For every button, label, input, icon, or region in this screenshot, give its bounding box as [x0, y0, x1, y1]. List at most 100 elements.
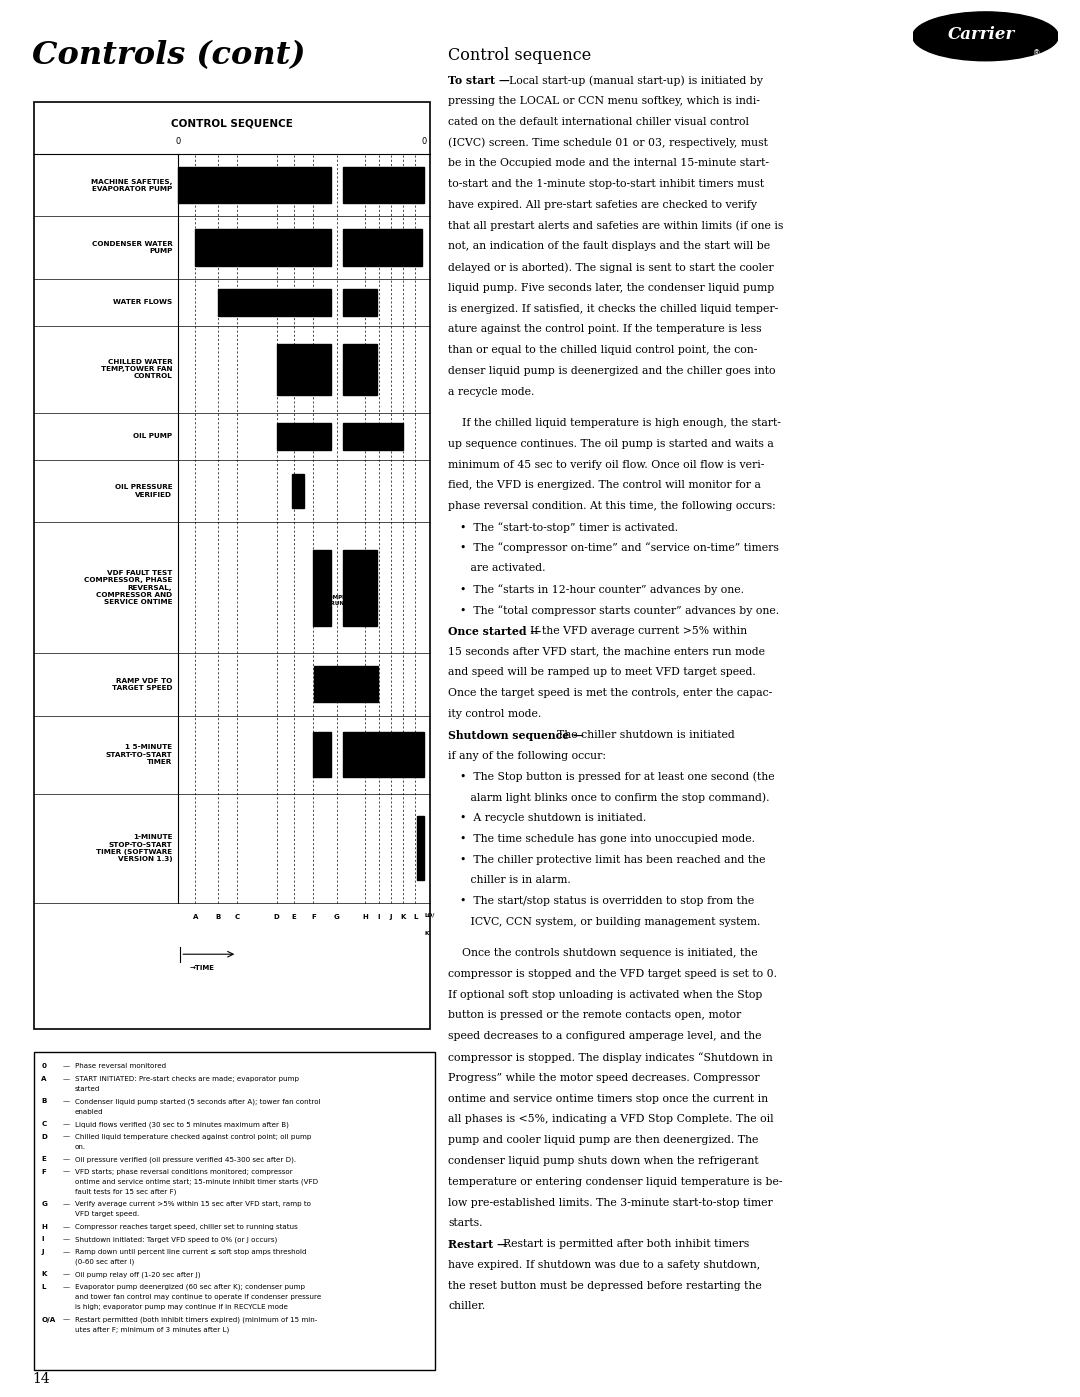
Text: CONDENSER WATER
PUMP: CONDENSER WATER PUMP	[92, 240, 173, 254]
Text: a recycle mode.: a recycle mode.	[448, 387, 535, 397]
Text: •  The “total compressor starts counter” advances by one.: • The “total compressor starts counter” …	[460, 605, 780, 616]
Text: •  The “start-to-stop” timer is activated.: • The “start-to-stop” timer is activated…	[460, 522, 678, 532]
Text: ity control mode.: ity control mode.	[448, 710, 541, 719]
Text: B: B	[41, 1098, 46, 1105]
Text: speed decreases to a configured amperage level, and the: speed decreases to a configured amperage…	[448, 1031, 761, 1041]
Bar	[343, 423, 403, 450]
Bar	[343, 732, 424, 777]
Bar	[313, 732, 330, 777]
Text: G: G	[334, 914, 339, 921]
Bar	[343, 344, 377, 394]
Text: 1 5-MINUTE
START-TO-START
TIMER: 1 5-MINUTE START-TO-START TIMER	[106, 745, 173, 764]
Text: →TIME: →TIME	[189, 965, 215, 971]
Text: Once started —: Once started —	[448, 626, 541, 637]
Text: CHILLED WATER
TEMP,TOWER FAN
CONTROL: CHILLED WATER TEMP,TOWER FAN CONTROL	[100, 359, 173, 380]
Text: Ramp down until percent line current ≤ soft stop amps threshold: Ramp down until percent line current ≤ s…	[75, 1249, 307, 1255]
Text: fied, the VFD is energized. The control will monitor for a: fied, the VFD is energized. The control …	[448, 481, 761, 490]
Bar	[314, 666, 378, 703]
Text: K: K	[41, 1271, 46, 1277]
Text: —: —	[63, 1284, 70, 1289]
Text: pump and cooler liquid pump are then deenergized. The: pump and cooler liquid pump are then dee…	[448, 1136, 758, 1146]
Text: G: G	[41, 1201, 48, 1207]
Text: L: L	[414, 914, 418, 921]
Text: If the chilled liquid temperature is high enough, the start-: If the chilled liquid temperature is hig…	[448, 418, 781, 427]
Ellipse shape	[913, 13, 1058, 60]
Text: enabled: enabled	[75, 1108, 104, 1115]
Text: minimum of 45 sec to verify oil flow. Once oil flow is veri-: minimum of 45 sec to verify oil flow. On…	[448, 460, 765, 469]
Bar	[417, 816, 424, 880]
Text: alarm light blinks once to confirm the stop command).: alarm light blinks once to confirm the s…	[460, 792, 770, 803]
Text: —: —	[63, 1063, 70, 1069]
Text: is high; evaporator pump may continue if in RECYCLE mode: is high; evaporator pump may continue if…	[75, 1303, 287, 1310]
Text: liquid pump. Five seconds later, the condenser liquid pump: liquid pump. Five seconds later, the con…	[448, 282, 774, 293]
Text: F: F	[311, 914, 315, 921]
Text: Oil pressure verified (oil pressure verified 45-300 sec after D).: Oil pressure verified (oil pressure veri…	[75, 1157, 296, 1162]
Text: —: —	[63, 1249, 70, 1255]
Text: Shutdown sequence —: Shutdown sequence —	[448, 729, 584, 740]
Text: chiller is in alarm.: chiller is in alarm.	[460, 876, 571, 886]
Text: 15 seconds after VFD start, the machine enters run mode: 15 seconds after VFD start, the machine …	[448, 647, 766, 657]
Text: E: E	[41, 1157, 46, 1162]
Text: ature against the control point. If the temperature is less: ature against the control point. If the …	[448, 324, 761, 334]
Text: be in the Occupied mode and the internal 15-minute start-: be in the Occupied mode and the internal…	[448, 158, 769, 168]
Text: Liquid flows verified (30 sec to 5 minutes maximum after B): Liquid flows verified (30 sec to 5 minut…	[75, 1120, 288, 1127]
Text: and speed will be ramped up to meet VFD target speed.: and speed will be ramped up to meet VFD …	[448, 668, 756, 678]
Text: D: D	[273, 914, 280, 921]
Text: 0: 0	[421, 137, 427, 147]
Text: —: —	[63, 1169, 70, 1175]
Bar	[292, 474, 303, 509]
Text: OIL PRESSURE
VERIFIED: OIL PRESSURE VERIFIED	[114, 485, 173, 497]
Text: ®: ®	[1032, 49, 1040, 57]
Bar	[276, 344, 330, 394]
Text: is energized. If satisfied, it checks the chilled liquid temper-: is energized. If satisfied, it checks th…	[448, 303, 779, 314]
Bar	[343, 289, 377, 316]
Text: utes after F; minimum of 3 minutes after L): utes after F; minimum of 3 minutes after…	[75, 1327, 229, 1333]
Text: condenser liquid pump shuts down when the refrigerant: condenser liquid pump shuts down when th…	[448, 1155, 759, 1166]
Text: 1-MINUTE
STOP-TO-START
TIMER (SOFTWARE
VERSION 1.3): 1-MINUTE STOP-TO-START TIMER (SOFTWARE V…	[96, 834, 173, 862]
Text: J: J	[41, 1249, 44, 1255]
Text: Evaporator pump deenergized (60 sec after K); condenser pump: Evaporator pump deenergized (60 sec afte…	[75, 1284, 305, 1291]
Text: LO/: LO/	[424, 912, 435, 916]
Text: have expired. All pre-start safeties are checked to verify: have expired. All pre-start safeties are…	[448, 200, 757, 210]
Text: started: started	[75, 1085, 100, 1092]
Text: (ICVC) screen. Time schedule 01 or 03, respectively, must: (ICVC) screen. Time schedule 01 or 03, r…	[448, 137, 768, 148]
Bar	[343, 549, 377, 626]
Text: pressing the LOCAL or CCN menu softkey, which is indi-: pressing the LOCAL or CCN menu softkey, …	[448, 96, 760, 106]
Text: COMPRESSOR
←RUNNING→: COMPRESSOR ←RUNNING→	[325, 595, 367, 606]
Text: ontime and service ontime timers stop once the current in: ontime and service ontime timers stop on…	[448, 1094, 768, 1104]
Bar	[217, 289, 330, 316]
Text: H: H	[41, 1224, 48, 1229]
Text: •  The Stop button is pressed for at least one second (the: • The Stop button is pressed for at leas…	[460, 771, 775, 782]
Text: C: C	[234, 914, 240, 921]
Text: 0: 0	[176, 137, 180, 147]
Text: —: —	[63, 1076, 70, 1081]
Text: •  The “compressor on-time” and “service on-time” timers: • The “compressor on-time” and “service …	[460, 542, 780, 553]
Text: If the VFD average current >5% within: If the VFD average current >5% within	[523, 626, 747, 636]
Text: •  The chiller protective limit has been reached and the: • The chiller protective limit has been …	[460, 855, 766, 865]
Text: VDF FAULT TEST
COMPRESSOR, PHASE
REVERSAL,
COMPRESSOR AND
SERVICE ONTIME: VDF FAULT TEST COMPRESSOR, PHASE REVERSA…	[84, 570, 173, 605]
Text: compressor is stopped and the VFD target speed is set to 0.: compressor is stopped and the VFD target…	[448, 970, 778, 979]
Text: fault tests for 15 sec after F): fault tests for 15 sec after F)	[75, 1189, 176, 1196]
Text: to-start and the 1-minute stop-to-start inhibit timers must: to-start and the 1-minute stop-to-start …	[448, 179, 765, 189]
Text: —: —	[63, 1098, 70, 1105]
Text: (0-60 sec after I): (0-60 sec after I)	[75, 1259, 134, 1266]
Bar	[276, 423, 330, 450]
Text: chiller.: chiller.	[448, 1302, 485, 1312]
Text: J: J	[390, 914, 392, 921]
Text: on.: on.	[75, 1144, 86, 1150]
Text: ontime and service ontime start; 15-minute inhibit timer starts (VFD: ontime and service ontime start; 15-minu…	[75, 1179, 318, 1185]
Text: If optional soft stop unloading is activated when the Stop: If optional soft stop unloading is activ…	[448, 989, 762, 1000]
Text: Carrier: Carrier	[947, 25, 1015, 43]
Text: low pre-established limits. The 3-minute start-to-stop timer: low pre-established limits. The 3-minute…	[448, 1197, 773, 1207]
Text: have expired. If shutdown was due to a safety shutdown,: have expired. If shutdown was due to a s…	[448, 1260, 760, 1270]
Text: H: H	[362, 914, 368, 921]
Text: The chiller shutdown is initiated: The chiller shutdown is initiated	[550, 729, 734, 740]
Text: CONTROL SEQUENCE: CONTROL SEQUENCE	[172, 119, 293, 129]
Text: —: —	[63, 1224, 70, 1229]
Text: WATER FLOWS: WATER FLOWS	[113, 299, 173, 305]
Text: A: A	[192, 914, 198, 921]
Text: compressor is stopped. The display indicates “Shutdown in: compressor is stopped. The display indic…	[448, 1052, 773, 1063]
Text: denser liquid pump is deenergized and the chiller goes into: denser liquid pump is deenergized and th…	[448, 366, 775, 376]
Text: —: —	[63, 1201, 70, 1207]
Text: E: E	[292, 914, 296, 921]
